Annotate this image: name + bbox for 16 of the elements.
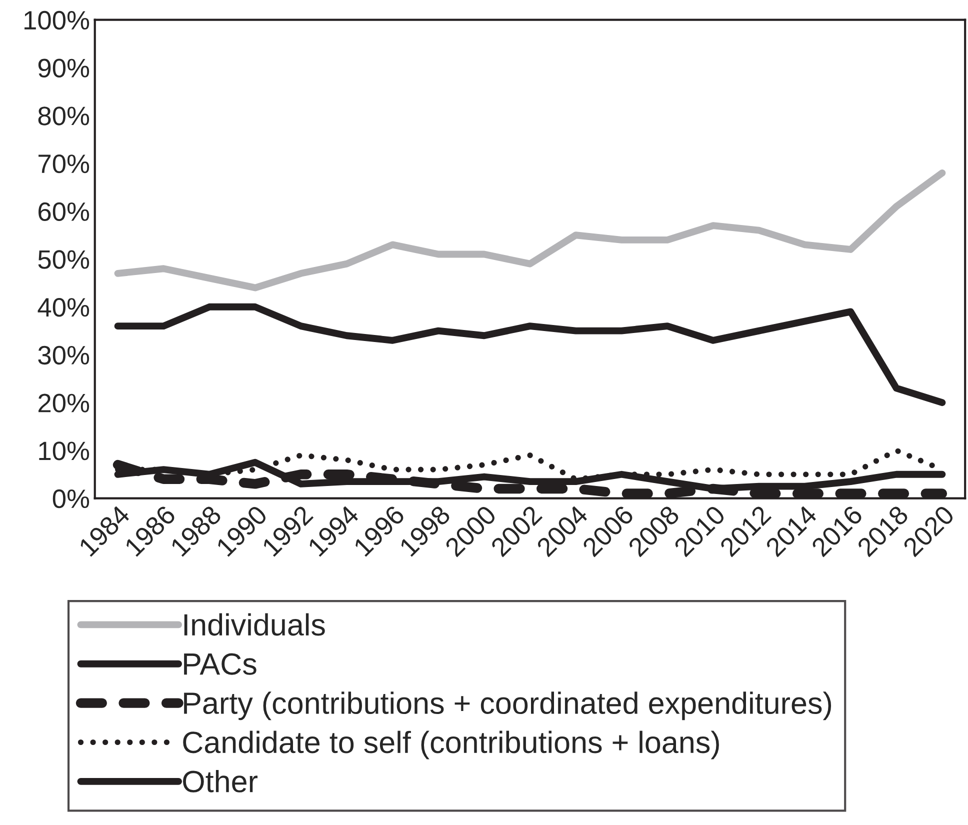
y-tick-label: 20%: [38, 394, 90, 412]
legend-label: Individuals: [184, 613, 325, 636]
y-tick-label: 100%: [24, 10, 90, 30]
y-tick-label: 70%: [38, 154, 90, 174]
y-tick-label: 0%: [52, 489, 90, 508]
legend-label: Other: [183, 770, 258, 792]
y-tick-label: 30%: [38, 346, 90, 365]
legend-label: Candidate to self (contributions + loans): [183, 730, 719, 760]
y-tick-label: 60%: [38, 202, 90, 222]
legend-label: Party (contributions + coordinated expenditures): [184, 692, 832, 720]
y-tick-label: 50%: [38, 250, 90, 269]
y-tick-label: 40%: [38, 298, 90, 317]
legend-label: PACs: [184, 653, 256, 675]
y-tick-label: 90%: [38, 58, 90, 78]
y-tick-label: 10%: [39, 442, 90, 460]
y-tick-label: 80%: [38, 106, 90, 126]
